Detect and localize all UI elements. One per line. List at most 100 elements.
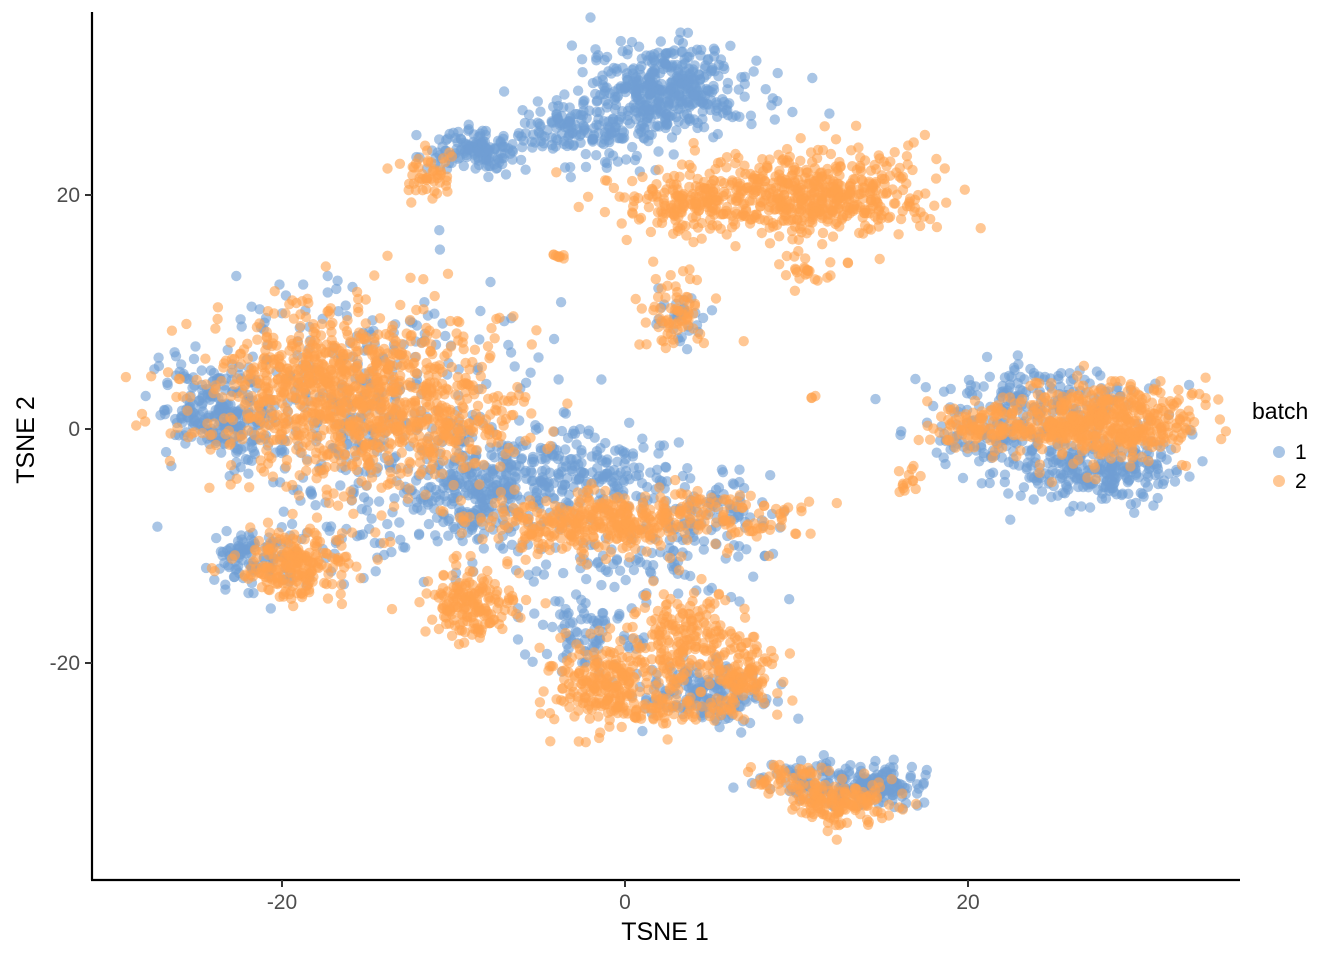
point-batch-1 [581, 573, 592, 585]
point-batch-2 [281, 367, 292, 378]
point-batch-1 [547, 621, 558, 633]
point-batch-1 [793, 713, 804, 724]
point-batch-1 [324, 525, 335, 536]
point-batch-1 [597, 608, 609, 619]
point-batch-1 [423, 518, 435, 530]
point-batch-1 [602, 566, 614, 578]
point-batch-1 [211, 532, 222, 544]
point-batch-1 [920, 382, 931, 393]
point-batch-2 [732, 181, 744, 193]
point-batch-1 [984, 469, 996, 480]
point-batch-1 [1184, 471, 1195, 482]
point-batch-2 [305, 431, 316, 442]
point-batch-1 [682, 463, 693, 474]
point-batch-1 [587, 77, 599, 89]
point-batch-2 [476, 361, 488, 373]
point-batch-2 [404, 483, 415, 494]
point-batch-1 [525, 367, 536, 378]
point-batch-1 [662, 119, 673, 130]
point-batch-2 [786, 225, 798, 237]
point-batch-1 [766, 100, 777, 111]
point-batch-2 [831, 163, 842, 174]
point-batch-2 [382, 250, 393, 261]
point-batch-1 [187, 382, 198, 393]
point-batch-2 [551, 167, 562, 178]
point-batch-2 [476, 383, 487, 395]
point-batch-1 [940, 458, 951, 470]
point-batch-2 [266, 405, 277, 417]
point-batch-1 [531, 485, 543, 496]
point-batch-2 [248, 411, 259, 422]
point-batch-2 [718, 177, 730, 189]
point-batch-2 [394, 479, 405, 491]
point-batch-2 [825, 257, 836, 268]
point-batch-2 [704, 206, 716, 217]
point-batch-2 [643, 202, 655, 213]
point-batch-2 [508, 311, 519, 322]
point-batch-2 [636, 303, 647, 314]
point-batch-2 [885, 156, 896, 167]
point-batch-1 [1123, 475, 1135, 486]
point-batch-1 [663, 88, 674, 99]
point-batch-2 [414, 457, 426, 468]
point-batch-1 [712, 128, 723, 140]
point-batch-2 [740, 168, 751, 180]
point-batch-2 [855, 160, 866, 172]
point-batch-1 [713, 71, 724, 82]
point-batch-1 [751, 55, 762, 66]
point-batch-2 [684, 298, 695, 310]
point-batch-1 [569, 119, 581, 130]
point-batch-1 [653, 146, 664, 157]
point-batch-1 [209, 574, 220, 585]
point-batch-2 [339, 320, 350, 332]
point-batch-2 [293, 330, 305, 342]
point-batch-1 [688, 91, 700, 102]
point-batch-1 [589, 432, 600, 443]
point-batch-2 [710, 163, 721, 175]
point-batch-1 [741, 544, 752, 555]
point-batch-2 [627, 175, 638, 187]
point-batch-2 [653, 321, 664, 333]
point-batch-1 [551, 95, 562, 106]
point-batch-2 [869, 159, 880, 171]
point-batch-2 [280, 379, 292, 390]
point-batch-2 [252, 378, 263, 389]
point-batch-1 [637, 725, 648, 737]
point-batch-2 [677, 266, 689, 277]
point-batch-2 [396, 447, 407, 458]
point-batch-2 [225, 337, 236, 348]
point-batch-2 [405, 336, 416, 347]
point-batch-2 [369, 336, 380, 347]
point-batch-2 [182, 405, 193, 416]
point-batch-2 [422, 157, 434, 168]
point-batch-1 [434, 244, 446, 255]
point-batch-1 [540, 559, 552, 570]
point-batch-2 [407, 169, 418, 181]
point-batch-1 [560, 408, 571, 419]
point-batch-1 [559, 162, 571, 173]
point-batch-2 [645, 226, 657, 238]
point-batch-2 [257, 361, 268, 373]
point-batch-1 [335, 480, 346, 491]
point-batch-2 [395, 299, 406, 311]
point-batch-2 [324, 382, 335, 393]
point-batch-1 [505, 347, 517, 358]
point-batch-2 [382, 163, 393, 174]
point-batch-2 [795, 155, 806, 166]
point-batch-2 [321, 461, 332, 473]
point-batch-1 [627, 448, 639, 459]
point-batch-2 [254, 318, 265, 329]
point-batch-1 [704, 86, 715, 97]
point-batch-2 [721, 162, 732, 173]
point-batch-2 [328, 488, 339, 499]
point-batch-2 [562, 398, 573, 409]
point-batch-1 [1015, 490, 1026, 501]
point-batch-2 [730, 206, 741, 217]
point-batch-2 [730, 241, 741, 252]
point-batch-1 [527, 656, 538, 667]
point-batch-1 [631, 150, 642, 162]
point-batch-2 [346, 494, 357, 506]
point-batch-1 [599, 468, 611, 480]
point-batch-1 [382, 518, 393, 530]
point-batch-2 [390, 335, 401, 347]
